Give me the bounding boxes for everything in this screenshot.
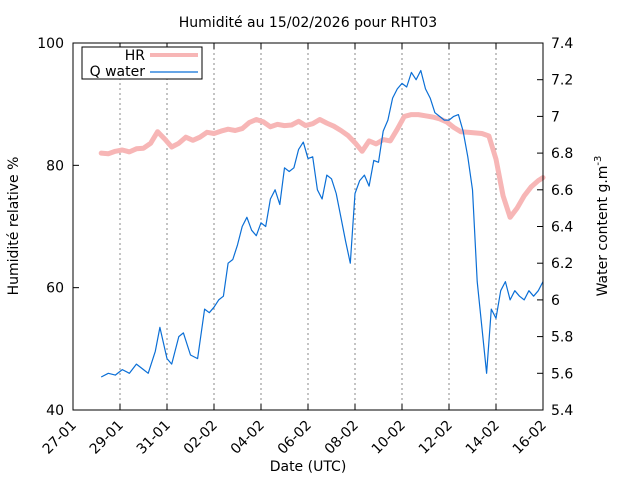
x-tick-label-29-01: 29-01 <box>87 418 127 458</box>
series-line-hr <box>98 112 546 220</box>
y-right-tick-label-5.6: 5.6 <box>551 366 573 382</box>
y-left-tick-label-100: 100 <box>37 36 64 52</box>
y-right-tick-label-6.4: 6.4 <box>551 220 573 236</box>
y-left-tick-label-60: 60 <box>46 281 64 297</box>
vertical-grid <box>119 43 497 410</box>
y-left-tick-label-40: 40 <box>46 403 64 419</box>
y-right-tick-label-6.2: 6.2 <box>551 256 573 272</box>
x-tick-label-14-02: 14-02 <box>463 418 503 458</box>
y-right-tick-label-6.6: 6.6 <box>551 183 573 199</box>
y-right-tick-label-7.4: 7.4 <box>551 36 573 52</box>
x-tick-label-27-01: 27-01 <box>40 418 80 458</box>
y-right-tick-label-6.8: 6.8 <box>551 146 573 162</box>
y-right-tick-label-6: 6 <box>551 293 560 309</box>
x-tick-label-02-02: 02-02 <box>181 418 221 458</box>
series-line-q-water <box>100 69 544 378</box>
x-tick-label-10-02: 10-02 <box>369 418 409 458</box>
x-tick-label-31-01: 31-01 <box>134 418 174 458</box>
x-tick-label-12-02: 12-02 <box>416 418 456 458</box>
y-right-tick-label-5.8: 5.8 <box>551 330 573 346</box>
y-right-tick-label-7.2: 7.2 <box>551 73 573 89</box>
right-axis-label-base: Water content g.m <box>595 166 611 297</box>
x-axis-label: Date (UTC) <box>270 459 347 475</box>
y-right-tick-label-7: 7 <box>551 109 560 125</box>
series-layer <box>98 69 546 378</box>
x-tick-label-16-02: 16-02 <box>510 418 550 458</box>
right-axis-label-sup: -3 <box>593 156 604 166</box>
legend-label-hr: HR <box>125 48 146 64</box>
x-tick-label-08-02: 08-02 <box>322 418 362 458</box>
x-tick-label-06-02: 06-02 <box>275 418 315 458</box>
x-tick-label-04-02: 04-02 <box>228 418 268 458</box>
right-axis-label: Water content g.m-3 <box>593 156 611 297</box>
left-axis-label: Humidité relative % <box>6 157 22 296</box>
legend-label-q: Q water <box>90 64 146 80</box>
y-left-tick-label-80: 80 <box>46 158 64 174</box>
y-right-tick-label-5.4: 5.4 <box>551 403 573 419</box>
axis-ticks: 27-01 29-01 31-01 02-02 04-02 06-02 08-02 10-02… <box>37 36 573 458</box>
legend-box <box>81 46 203 80</box>
legend: HR Q water <box>81 46 203 80</box>
chart-title: Humidité au 15/02/2026 pour RHT03 <box>179 15 437 31</box>
